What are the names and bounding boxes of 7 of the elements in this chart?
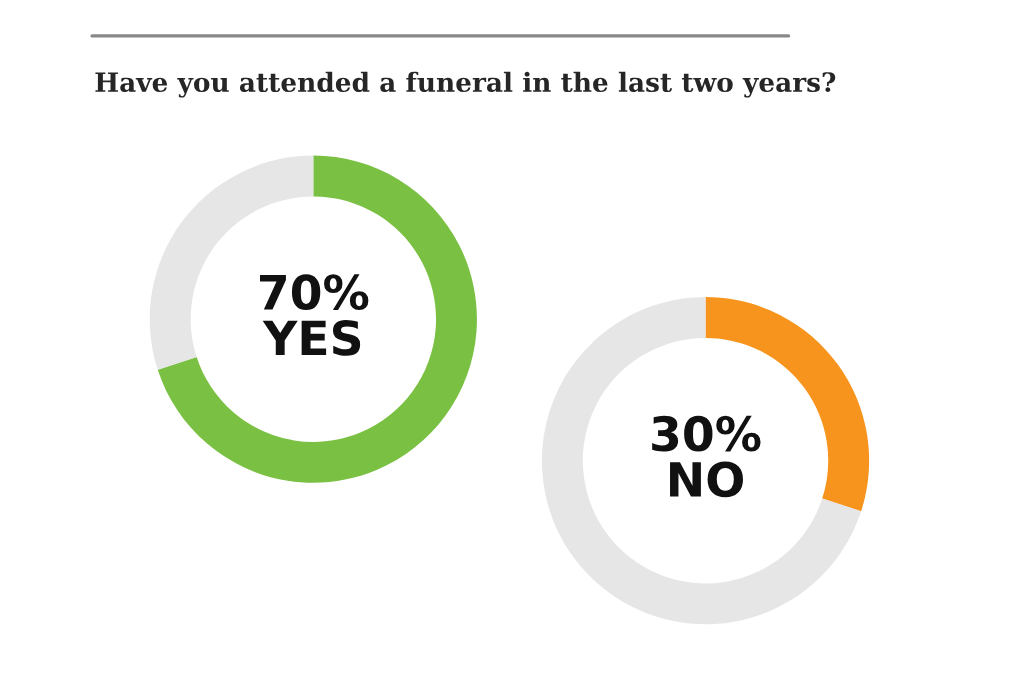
data-label: 70% — [259, 274, 369, 311]
chart-title: Have you attended a funeral in the last two years? — [95, 71, 836, 98]
slice-label: YES — [262, 320, 361, 356]
slice-label: NO — [670, 461, 743, 498]
donut-slice — [541, 297, 862, 625]
donut-slice — [157, 155, 477, 483]
data-label: 30% — [652, 415, 761, 452]
